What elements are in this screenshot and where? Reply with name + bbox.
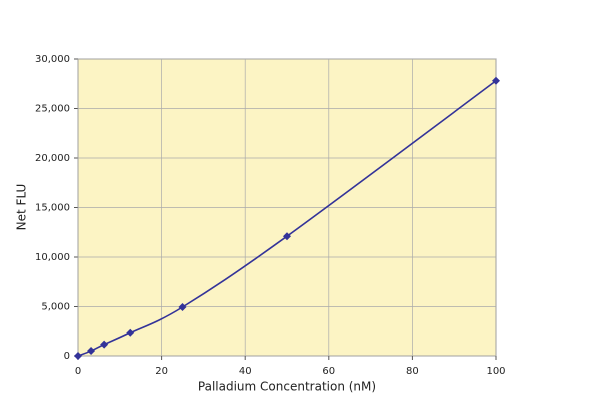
marker [126,328,135,337]
y-tick-label: 15,000 [35,203,70,214]
y-tick-label: 20,000 [35,153,70,164]
x-tick-label: 60 [322,366,335,377]
x-tick-label: 80 [406,366,419,377]
marker [87,347,96,356]
x-tick-label: 40 [239,366,252,377]
y-tick-label: 10,000 [35,252,70,263]
x-axis-title: Palladium Concentration (nM) [198,380,376,394]
y-axis-title: Net FLU [15,184,29,231]
marker [283,232,291,241]
x-tick-label: 100 [486,366,505,377]
y-tick-label: 5,000 [41,302,70,313]
x-tick-label: 0 [75,366,81,377]
x-tick-label: 20 [155,366,168,377]
y-tick-label: 0 [64,351,70,362]
marker [100,340,109,349]
marker [178,302,187,311]
y-tick-label: 30,000 [35,54,70,65]
y-tick-label: 25,000 [35,104,70,115]
marker [74,352,82,360]
marker [492,76,500,85]
